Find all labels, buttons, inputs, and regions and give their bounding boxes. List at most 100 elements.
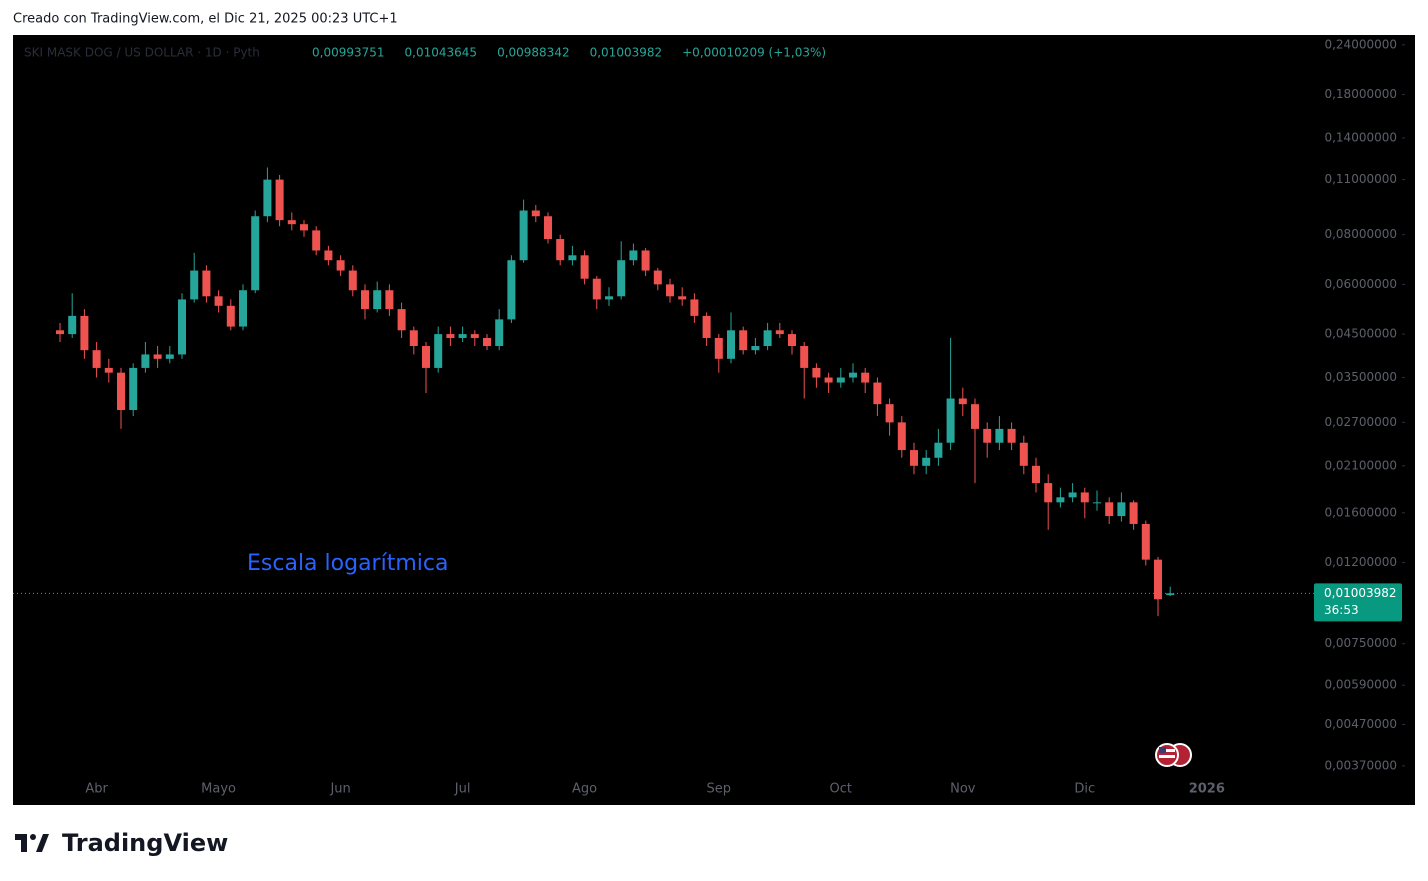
- brand: TradingView: [62, 829, 228, 857]
- candle-body: [165, 354, 174, 359]
- candle-body: [470, 334, 479, 338]
- x-tick-label: Jun: [329, 782, 350, 797]
- candle-body: [763, 330, 772, 347]
- candle-body: [1044, 483, 1053, 503]
- candle-body: [190, 270, 199, 300]
- chart-panel: [13, 35, 1415, 805]
- candle-body: [56, 330, 64, 335]
- candle-body: [214, 296, 223, 306]
- candle-body: [568, 255, 577, 261]
- candle-body: [361, 290, 369, 310]
- y-tick-label: 0,00470000: [1324, 717, 1397, 731]
- candle-body: [409, 330, 418, 347]
- candle-body: [751, 346, 760, 351]
- x-tick-label: Nov: [950, 782, 976, 797]
- candle-body: [885, 404, 894, 423]
- candle-body: [1080, 492, 1089, 503]
- candle-body: [592, 278, 601, 300]
- candle-body: [971, 404, 979, 429]
- candle-body: [544, 216, 552, 240]
- caption: Creado con TradingView.com, el Dic 21, 2…: [13, 12, 398, 27]
- candle-body: [666, 284, 674, 297]
- y-tick-label: 0,00370000: [1324, 758, 1397, 772]
- candle-body: [1141, 523, 1150, 560]
- candle-body: [788, 334, 796, 347]
- y-tick-label: 0,00590000: [1324, 678, 1397, 692]
- candle-body: [141, 354, 150, 368]
- candle-body: [922, 457, 931, 466]
- x-tick-label: Mayo: [201, 782, 236, 797]
- candle-body: [836, 377, 845, 383]
- candle-body: [68, 315, 77, 335]
- candle-body: [458, 334, 467, 338]
- candle-body: [80, 315, 89, 351]
- ohlc-value: 0,00988342: [497, 46, 570, 60]
- x-tick-label: Abr: [85, 782, 108, 797]
- legend-header: SKI MASK DOG / US DOLLAR · 1D · Pyth 0,0…: [24, 46, 826, 60]
- candle-body: [336, 260, 345, 271]
- y-tick-label: 0,18000000: [1324, 87, 1397, 101]
- candle-body: [263, 179, 272, 217]
- candle-body: [946, 398, 955, 443]
- candle-body: [373, 290, 382, 310]
- candle-body: [300, 224, 308, 231]
- y-tick-label: 0,01600000: [1324, 505, 1397, 519]
- candle-body: [605, 296, 613, 300]
- candle-body: [153, 354, 162, 359]
- candle-body: [958, 398, 967, 405]
- candle-body: [1056, 497, 1065, 503]
- y-tick-label: 0,24000000: [1324, 37, 1397, 51]
- candle-body: [983, 428, 992, 443]
- candle-body: [483, 337, 491, 347]
- candle-body: [1166, 593, 1175, 596]
- candle-body: [934, 442, 943, 458]
- candle-body: [312, 230, 321, 251]
- candle-body: [1032, 465, 1040, 484]
- candle-body: [1105, 502, 1114, 517]
- candle-body: [1019, 442, 1028, 466]
- y-tick-label: 0,02100000: [1324, 458, 1397, 472]
- x-tick-label: 2026: [1189, 782, 1225, 797]
- candle-body: [1068, 492, 1077, 498]
- x-tick-label: Oct: [830, 782, 852, 797]
- candle-body: [1154, 559, 1162, 600]
- candle-body: [531, 210, 540, 217]
- candle-body: [629, 250, 638, 261]
- last-price-label: 0,01003982: [1324, 586, 1397, 600]
- x-tick-label: Ago: [572, 782, 597, 797]
- y-tick-label: 0,06000000: [1324, 277, 1397, 291]
- countdown: 36:53: [1324, 603, 1359, 617]
- candle-body: [397, 309, 406, 331]
- candle-body: [275, 179, 284, 221]
- candle-body: [812, 367, 821, 378]
- ohlc-value: 0,01003982: [590, 46, 663, 60]
- event-flag: [1155, 743, 1192, 767]
- candle-body: [178, 299, 186, 355]
- x-tick-label: Dic: [1074, 782, 1095, 797]
- candle-body: [775, 330, 784, 335]
- candle-body: [385, 290, 394, 310]
- candle-body: [1117, 502, 1126, 517]
- logo: TradingView: [15, 829, 228, 857]
- candle-body: [849, 372, 857, 378]
- candle-body: [873, 382, 882, 405]
- candle-body: [251, 216, 260, 291]
- symbol: SKI MASK DOG / US DOLLAR · 1D · Pyth: [24, 46, 260, 60]
- candle-body: [678, 296, 687, 300]
- x-tick-label: Sep: [707, 782, 732, 797]
- y-tick-label: 0,03500000: [1324, 370, 1397, 384]
- candle-body: [239, 290, 247, 327]
- x-tick-label: Jul: [454, 782, 471, 797]
- ohlc-value: 0,01043645: [405, 46, 478, 60]
- y-tick-label: 0,08000000: [1324, 227, 1397, 241]
- candle-body: [641, 250, 650, 271]
- candle-body: [92, 350, 101, 368]
- candle-body: [580, 255, 589, 279]
- y-tick-label: 0,01200000: [1324, 555, 1397, 569]
- candle-body: [556, 239, 565, 261]
- y-tick-label: 0,14000000: [1324, 130, 1397, 144]
- candle-body: [446, 334, 455, 338]
- last-price-box: [1314, 583, 1402, 622]
- candle-body: [1093, 502, 1101, 504]
